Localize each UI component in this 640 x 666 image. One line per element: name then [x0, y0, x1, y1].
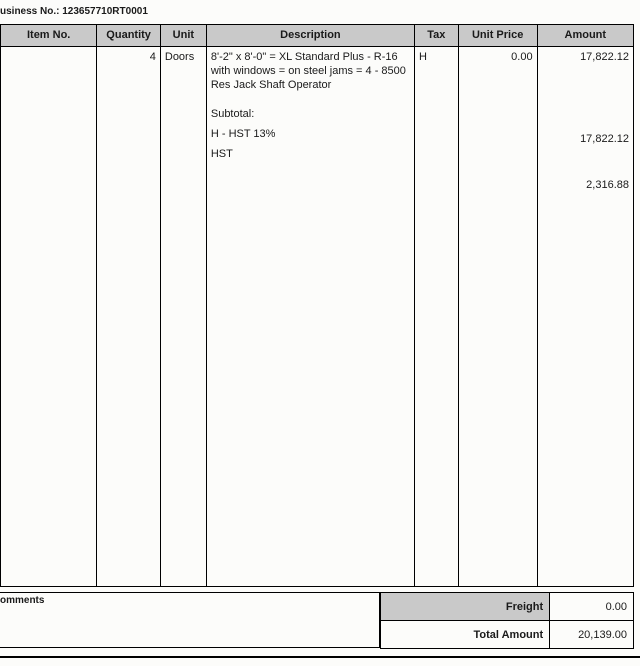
cell-quantity: 4 — [97, 47, 161, 587]
col-unit-price: Unit Price — [458, 25, 537, 47]
total-label: Total Amount — [381, 621, 550, 649]
table-row: 4 Doors 8'-2" x 8'-0" = XL Standard Plus… — [1, 47, 634, 587]
total-row: Total Amount 20,139.00 — [381, 621, 634, 649]
cell-tax: H — [414, 47, 458, 587]
total-value: 20,139.00 — [550, 621, 634, 649]
cell-unit: Doors — [160, 47, 206, 587]
amount-subtotal: 17,822.12 — [542, 133, 629, 145]
freight-label: Freight — [381, 593, 550, 621]
cell-unit-price: 0.00 — [458, 47, 537, 587]
freight-row: Freight 0.00 — [381, 593, 634, 621]
bottom-border — [0, 656, 640, 658]
comments-box — [0, 592, 380, 648]
table-header-row: Item No. Quantity Unit Description Tax U… — [1, 25, 634, 47]
invoice-page: usiness No.: 123657710RT0001 Item No. Qu… — [0, 0, 640, 666]
col-unit: Unit — [160, 25, 206, 47]
business-no-value: 123657710RT0001 — [62, 6, 148, 17]
totals-table: Freight 0.00 Total Amount 20,139.00 — [380, 592, 634, 649]
freight-value: 0.00 — [550, 593, 634, 621]
col-item-no: Item No. — [1, 25, 97, 47]
cell-amount: 17,822.12 17,822.12 2,316.88 — [537, 47, 633, 587]
col-description: Description — [206, 25, 414, 47]
line-items-table: Item No. Quantity Unit Description Tax U… — [0, 24, 634, 587]
amount-hst: 2,316.88 — [542, 179, 629, 191]
cell-item-no — [1, 47, 97, 587]
business-number: usiness No.: 123657710RT0001 — [0, 6, 148, 17]
business-no-label: usiness No.: — [0, 6, 59, 17]
desc-h-hst: H - HST 13% — [211, 128, 410, 142]
desc-hst: HST — [211, 148, 410, 162]
amount-main: 17,822.12 — [542, 51, 629, 63]
comments-label: omments — [0, 595, 44, 606]
cell-description: 8'-2" x 8'-0" = XL Standard Plus - R-16 … — [206, 47, 414, 587]
col-quantity: Quantity — [97, 25, 161, 47]
col-amount: Amount — [537, 25, 633, 47]
col-tax: Tax — [414, 25, 458, 47]
desc-subtotal: Subtotal: — [211, 108, 410, 122]
desc-main: 8'-2" x 8'-0" = XL Standard Plus - R-16 … — [211, 51, 410, 92]
